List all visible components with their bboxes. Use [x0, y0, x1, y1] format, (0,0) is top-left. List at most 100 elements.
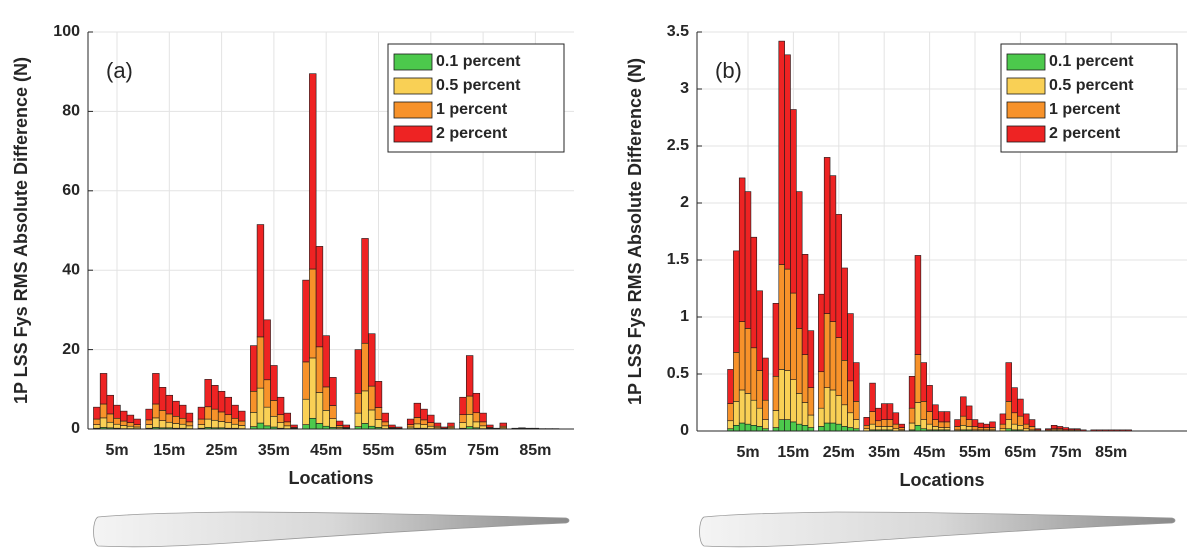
- bar-segment: [914, 424, 922, 432]
- bar-segment: [120, 410, 128, 422]
- x-tick-label: 45m: [310, 442, 342, 459]
- bar-segment: [954, 419, 961, 427]
- bar-segment: [835, 395, 843, 425]
- bar-segment: [1074, 428, 1081, 431]
- bar-segment: [727, 420, 734, 430]
- x-tick-label: 65m: [415, 442, 447, 459]
- bar-segment: [853, 419, 860, 430]
- bar-segment: [113, 404, 121, 419]
- bar-segment: [886, 419, 894, 427]
- x-tick-label: 35m: [258, 442, 290, 459]
- bar-segment: [263, 319, 271, 381]
- bar-segment: [965, 419, 973, 427]
- bar-segment: [322, 386, 330, 411]
- bar-segment: [185, 425, 194, 429]
- bar-segment: [472, 421, 481, 429]
- y-tick-label: 20: [62, 341, 80, 358]
- bar-segment: [744, 328, 752, 394]
- bar-segment: [807, 387, 815, 416]
- bar-segment: [106, 394, 114, 415]
- bar-segment: [818, 371, 825, 409]
- bar-segment: [413, 402, 422, 418]
- bar-segment: [1068, 428, 1075, 431]
- bar-segment: [853, 401, 860, 420]
- bar-segment: [920, 401, 927, 420]
- bar-segment: [1017, 398, 1024, 417]
- bar-segment: [374, 419, 383, 428]
- bar-segment: [113, 417, 121, 425]
- bar-segment: [158, 420, 167, 429]
- bar-segment: [778, 40, 785, 265]
- bar-segment: [784, 370, 791, 420]
- bar-segment: [459, 422, 467, 429]
- bar-segment: [908, 407, 916, 424]
- bar-segment: [869, 411, 876, 425]
- bar-segment: [1011, 412, 1018, 425]
- bar-segment: [784, 268, 791, 371]
- bar-segment: [99, 373, 108, 405]
- bar-segment: [960, 415, 967, 426]
- bar-segment: [829, 321, 837, 391]
- bar-segment: [302, 361, 310, 400]
- bar-segment: [744, 423, 752, 432]
- bar-segment: [211, 385, 219, 410]
- bar-segment: [778, 419, 785, 432]
- x-tick-label: 65m: [1004, 444, 1036, 461]
- bar-segment: [1056, 426, 1064, 430]
- x-tick-label: 85m: [1095, 444, 1127, 461]
- bar-segment: [99, 417, 108, 428]
- bar-segment: [835, 423, 843, 432]
- bar-segment: [126, 414, 135, 423]
- legend-label: 2 percent: [1049, 125, 1121, 142]
- bar-segment: [499, 422, 507, 427]
- x-tick-label: 5m: [736, 444, 759, 461]
- bar-segment: [744, 191, 752, 329]
- bar-segment: [807, 427, 815, 432]
- bar-segment: [368, 409, 376, 427]
- bar-segment: [459, 414, 467, 423]
- bar-segment: [727, 369, 734, 404]
- bar-segment: [165, 421, 173, 429]
- bar-segment: [231, 417, 239, 425]
- bar-segment: [329, 377, 337, 406]
- bar-segment: [158, 410, 167, 421]
- bar-segment: [250, 345, 258, 392]
- panel-label: (b): [715, 58, 742, 83]
- bar-segment: [926, 385, 933, 412]
- bar-segment: [744, 393, 752, 425]
- bar-segment: [892, 412, 900, 425]
- bar-segment: [276, 422, 285, 429]
- bar-segment: [999, 413, 1007, 425]
- bar-segment: [250, 390, 258, 413]
- bar-segment: [1011, 387, 1018, 414]
- bar-segment: [283, 412, 292, 423]
- bar-segment: [869, 423, 876, 431]
- bar-segment: [796, 393, 803, 425]
- bar-segment: [368, 385, 376, 411]
- bar-segment: [179, 417, 187, 425]
- bar-segment: [772, 303, 780, 377]
- bar-segment: [270, 400, 278, 417]
- bar-segment: [818, 407, 825, 427]
- bar-segment: [106, 421, 114, 429]
- bar-segment: [413, 417, 422, 425]
- bar-segment: [796, 328, 803, 394]
- y-tick-label: 40: [62, 261, 80, 278]
- bar-segment: [778, 264, 785, 370]
- bar-segment: [217, 421, 226, 429]
- legend-label: 0.5 percent: [436, 77, 521, 94]
- bar-segment: [756, 370, 763, 409]
- bar-segment: [756, 290, 763, 371]
- bar-segment: [1023, 423, 1030, 430]
- bar-segment: [823, 422, 831, 432]
- legend-swatch: [1006, 77, 1046, 95]
- legend-label: 1 percent: [1049, 101, 1121, 118]
- bar-segment: [342, 424, 351, 428]
- bar-segment: [381, 421, 389, 427]
- bar-segment: [472, 412, 481, 423]
- bar-segment: [420, 419, 428, 425]
- bar-segment: [920, 362, 927, 402]
- legend-label: 0.1 percent: [1049, 53, 1134, 70]
- bar-segment: [790, 292, 797, 380]
